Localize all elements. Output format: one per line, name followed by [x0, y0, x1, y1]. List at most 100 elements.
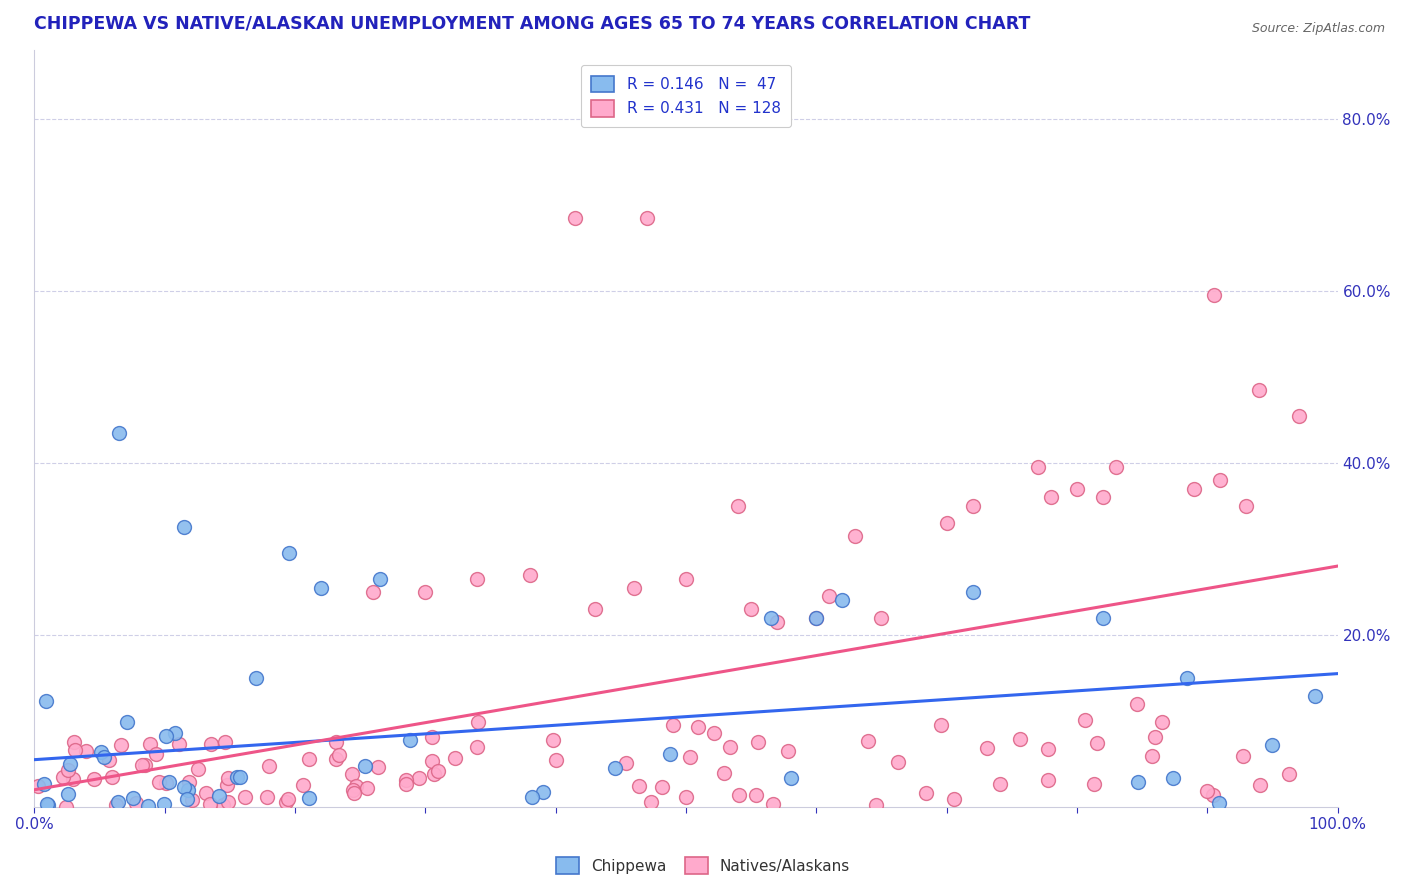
Point	[217, 771, 239, 785]
Point	[1026, 460, 1049, 475]
Point	[703, 726, 725, 740]
Point	[395, 777, 418, 791]
Point	[55, 800, 77, 814]
Point	[1249, 383, 1271, 397]
Point	[605, 761, 627, 775]
Point	[1303, 689, 1326, 703]
Point	[806, 610, 828, 624]
Point	[1036, 772, 1059, 787]
Point	[291, 779, 314, 793]
Point	[256, 790, 278, 805]
Point	[75, 744, 97, 758]
Point	[935, 516, 957, 530]
Point	[187, 762, 209, 776]
Point	[1144, 730, 1167, 744]
Point	[125, 797, 148, 811]
Point	[32, 776, 55, 790]
Point	[415, 585, 437, 599]
Text: CHIPPEWA VS NATIVE/ALASKAN UNEMPLOYMENT AMONG AGES 65 TO 74 YEARS CORRELATION CH: CHIPPEWA VS NATIVE/ALASKAN UNEMPLOYMENT …	[34, 15, 1031, 33]
Point	[443, 751, 465, 765]
Point	[97, 753, 120, 767]
Point	[865, 798, 887, 813]
Point	[37, 797, 59, 812]
Point	[686, 720, 709, 734]
Point	[177, 783, 200, 797]
Point	[531, 785, 554, 799]
Point	[1073, 713, 1095, 727]
Point	[713, 765, 735, 780]
Point	[806, 610, 828, 624]
Point	[1208, 796, 1230, 810]
Point	[1039, 490, 1062, 504]
Point	[1195, 784, 1218, 798]
Point	[727, 499, 749, 513]
Point	[1288, 409, 1310, 423]
Point	[1261, 739, 1284, 753]
Point	[856, 734, 879, 748]
Point	[37, 797, 59, 811]
Point	[59, 756, 82, 771]
Point	[658, 747, 681, 761]
Point	[766, 615, 789, 629]
Point	[427, 764, 450, 778]
Point	[107, 795, 129, 809]
Point	[58, 764, 80, 778]
Point	[173, 520, 195, 534]
Point	[176, 792, 198, 806]
Point	[929, 717, 952, 731]
Point	[520, 790, 543, 805]
Point	[93, 749, 115, 764]
Point	[1008, 731, 1031, 746]
Point	[1087, 736, 1109, 750]
Point	[636, 211, 658, 225]
Point	[675, 572, 697, 586]
Point	[546, 754, 568, 768]
Point	[818, 589, 841, 603]
Point	[718, 740, 741, 755]
Point	[976, 740, 998, 755]
Point	[420, 730, 443, 744]
Point	[914, 787, 936, 801]
Point	[1038, 742, 1060, 756]
Point	[309, 581, 332, 595]
Point	[27, 779, 49, 793]
Point	[139, 738, 162, 752]
Point	[1161, 771, 1184, 785]
Point	[541, 733, 564, 747]
Point	[675, 789, 697, 804]
Point	[134, 758, 156, 772]
Point	[179, 774, 201, 789]
Point	[762, 797, 785, 811]
Point	[344, 779, 367, 793]
Point	[1232, 748, 1254, 763]
Point	[117, 714, 139, 729]
Point	[887, 755, 910, 769]
Point	[583, 602, 606, 616]
Point	[198, 797, 221, 812]
Point	[564, 211, 586, 225]
Point	[1249, 778, 1271, 792]
Point	[180, 793, 202, 807]
Point	[1175, 671, 1198, 685]
Point	[342, 783, 364, 797]
Point	[63, 742, 86, 756]
Point	[962, 585, 984, 599]
Point	[110, 738, 132, 752]
Point	[108, 425, 131, 440]
Point	[679, 750, 702, 764]
Point	[62, 735, 84, 749]
Point	[942, 792, 965, 806]
Point	[467, 572, 489, 586]
Point	[217, 795, 239, 809]
Legend: R = 0.146   N =  47, R = 0.431   N = 128: R = 0.146 N = 47, R = 0.431 N = 128	[581, 65, 792, 128]
Point	[759, 610, 782, 624]
Point	[422, 755, 444, 769]
Point	[780, 771, 803, 785]
Point	[173, 780, 195, 795]
Point	[1092, 490, 1115, 504]
Point	[148, 775, 170, 789]
Point	[343, 785, 366, 799]
Point	[519, 567, 541, 582]
Point	[640, 795, 662, 809]
Point	[200, 737, 222, 751]
